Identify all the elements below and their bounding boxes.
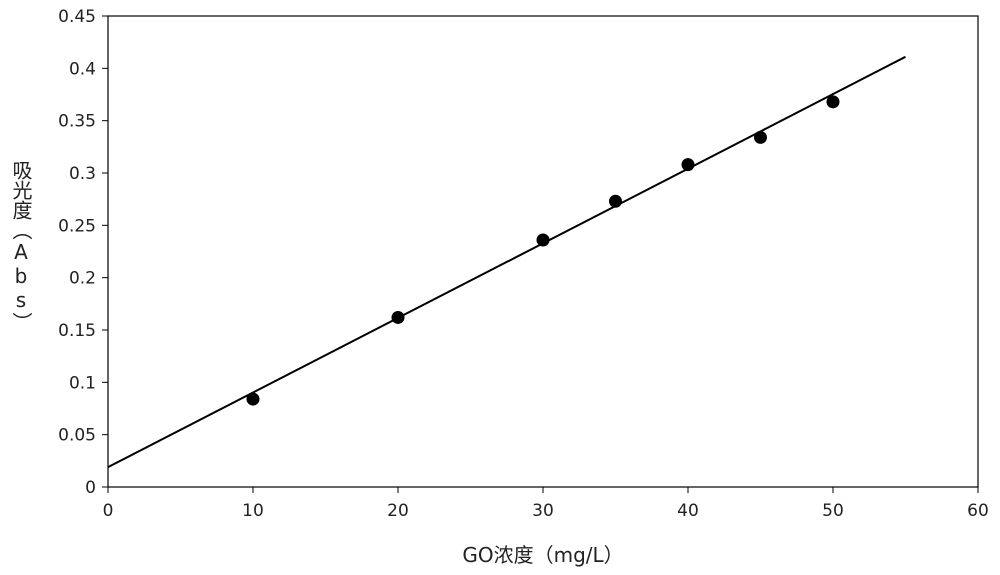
y-axis-ticks: 0 0.05 0.1 0.15 0.2 0.25 0.3 0.35 0.4 0.45 <box>58 7 108 498</box>
linear-trendline <box>108 57 906 467</box>
y-tick-label: 0.25 <box>58 216 96 236</box>
x-tick-label: 0 <box>103 501 114 521</box>
x-tick-label: 60 <box>967 501 989 521</box>
data-point <box>537 233 550 246</box>
y-tick-label: 0.4 <box>69 59 96 79</box>
y-tick-label: 0.05 <box>58 426 96 446</box>
data-point <box>754 131 767 144</box>
data-point <box>247 393 260 406</box>
x-tick-label: 30 <box>532 501 554 521</box>
y-tick-label: 0.35 <box>58 112 96 132</box>
y-tick-label: 0.1 <box>69 373 96 393</box>
data-points <box>247 95 840 405</box>
y-tick-label: 0.3 <box>69 164 96 184</box>
data-point <box>827 95 840 108</box>
y-tick-label: 0.45 <box>58 7 96 27</box>
data-point <box>392 311 405 324</box>
data-point <box>609 195 622 208</box>
x-tick-label: 10 <box>242 501 264 521</box>
y-tick-label: 0 <box>85 478 96 498</box>
data-point <box>682 158 695 171</box>
y-tick-label: 0.2 <box>69 269 96 289</box>
x-tick-label: 50 <box>822 501 844 521</box>
x-axis-ticks: 0 10 20 30 40 50 60 <box>103 487 989 521</box>
y-axis-title-text: 吸光度（Abs） <box>9 160 33 332</box>
x-axis-title: GO浓度（mg/L） <box>462 543 623 567</box>
x-tick-label: 40 <box>677 501 699 521</box>
x-tick-label: 20 <box>387 501 409 521</box>
y-tick-label: 0.15 <box>58 321 96 341</box>
y-axis-title: 吸光度（Abs） <box>6 160 36 332</box>
trendline-group <box>108 57 906 467</box>
